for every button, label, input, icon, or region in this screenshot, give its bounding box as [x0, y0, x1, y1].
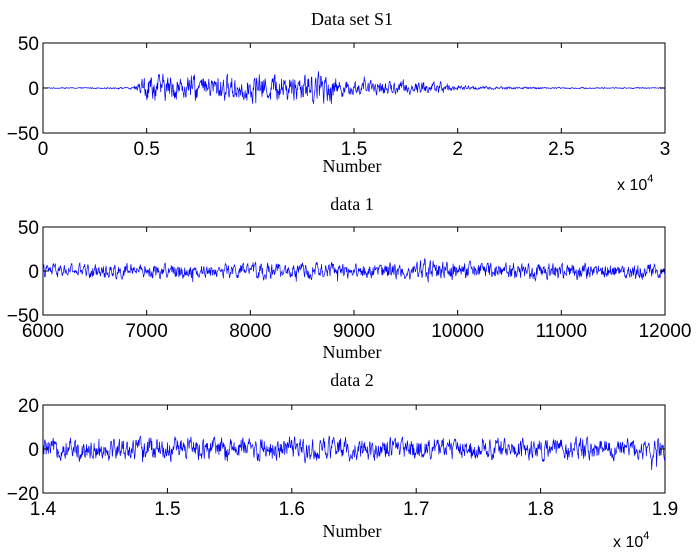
panel-1-xlabel: Number — [323, 156, 382, 176]
y-tick-label: 0 — [28, 79, 39, 100]
x-tick-label: 2.5 — [548, 139, 574, 160]
y-tick-label: 0 — [28, 440, 39, 461]
series-line-1 — [42, 71, 666, 104]
panel-3-plot — [42, 435, 666, 470]
panel-2-plot — [42, 257, 666, 283]
x-tick-label: 12000 — [639, 321, 692, 342]
x-tick-label: 6000 — [22, 321, 64, 342]
y-tick-label: −50 — [7, 124, 39, 145]
x-tick-label: 2 — [452, 139, 463, 160]
y-tick-label: 20 — [18, 396, 39, 417]
panel-1-x-multiplier-exp: 4 — [647, 173, 653, 185]
panel-1-plot — [42, 71, 666, 104]
panel-2: data 1 6000 7000 8000 9000 10000 11000 12000 −… — [7, 194, 692, 362]
x-tick-label: 3 — [660, 139, 671, 160]
x-tick-label: 1.4 — [30, 499, 57, 520]
y-tick-label: 0 — [28, 262, 39, 283]
x-tick-label: 10000 — [431, 321, 484, 342]
panel-1-x-multiplier-base: x 10 — [617, 177, 647, 194]
panel-2-title: data 1 — [330, 194, 373, 214]
panel-3-title: data 2 — [330, 370, 373, 390]
panel-1-x-multiplier: x 104 — [617, 173, 653, 194]
panel-2-xlabel: Number — [323, 342, 382, 362]
series-line-1 — [42, 435, 666, 470]
y-tick-label: −50 — [7, 306, 39, 327]
series-line-1 — [42, 257, 666, 283]
x-tick-label: 0.5 — [133, 139, 159, 160]
x-tick-label: 1.5 — [341, 139, 367, 160]
x-tick-label: 1.8 — [527, 499, 553, 520]
panel-1-title: Data set S1 — [311, 9, 393, 29]
panel-3-xlabel: Number — [323, 521, 382, 541]
x-tick-label: 1 — [245, 139, 256, 160]
x-tick-label: 1.5 — [154, 499, 180, 520]
y-tick-label: 50 — [18, 34, 39, 55]
panel-3-x-multiplier-exp: 4 — [643, 530, 649, 542]
panel-3-x-multiplier: x 104 — [613, 530, 649, 551]
x-tick-label: 11000 — [536, 321, 587, 342]
panel-3-x-multiplier-base: x 10 — [613, 534, 643, 551]
x-tick-label: 0 — [38, 139, 49, 160]
x-tick-label: 9000 — [333, 321, 375, 342]
x-tick-label: 1.9 — [652, 499, 678, 520]
y-tick-label: 50 — [18, 218, 39, 239]
x-tick-label: 1.7 — [403, 499, 429, 520]
x-tick-label: 7000 — [126, 321, 168, 342]
y-tick-label: −20 — [7, 484, 39, 505]
x-tick-label: 8000 — [229, 321, 271, 342]
x-tick-label: 1.6 — [279, 499, 305, 520]
panel-3-axes — [42, 404, 666, 494]
